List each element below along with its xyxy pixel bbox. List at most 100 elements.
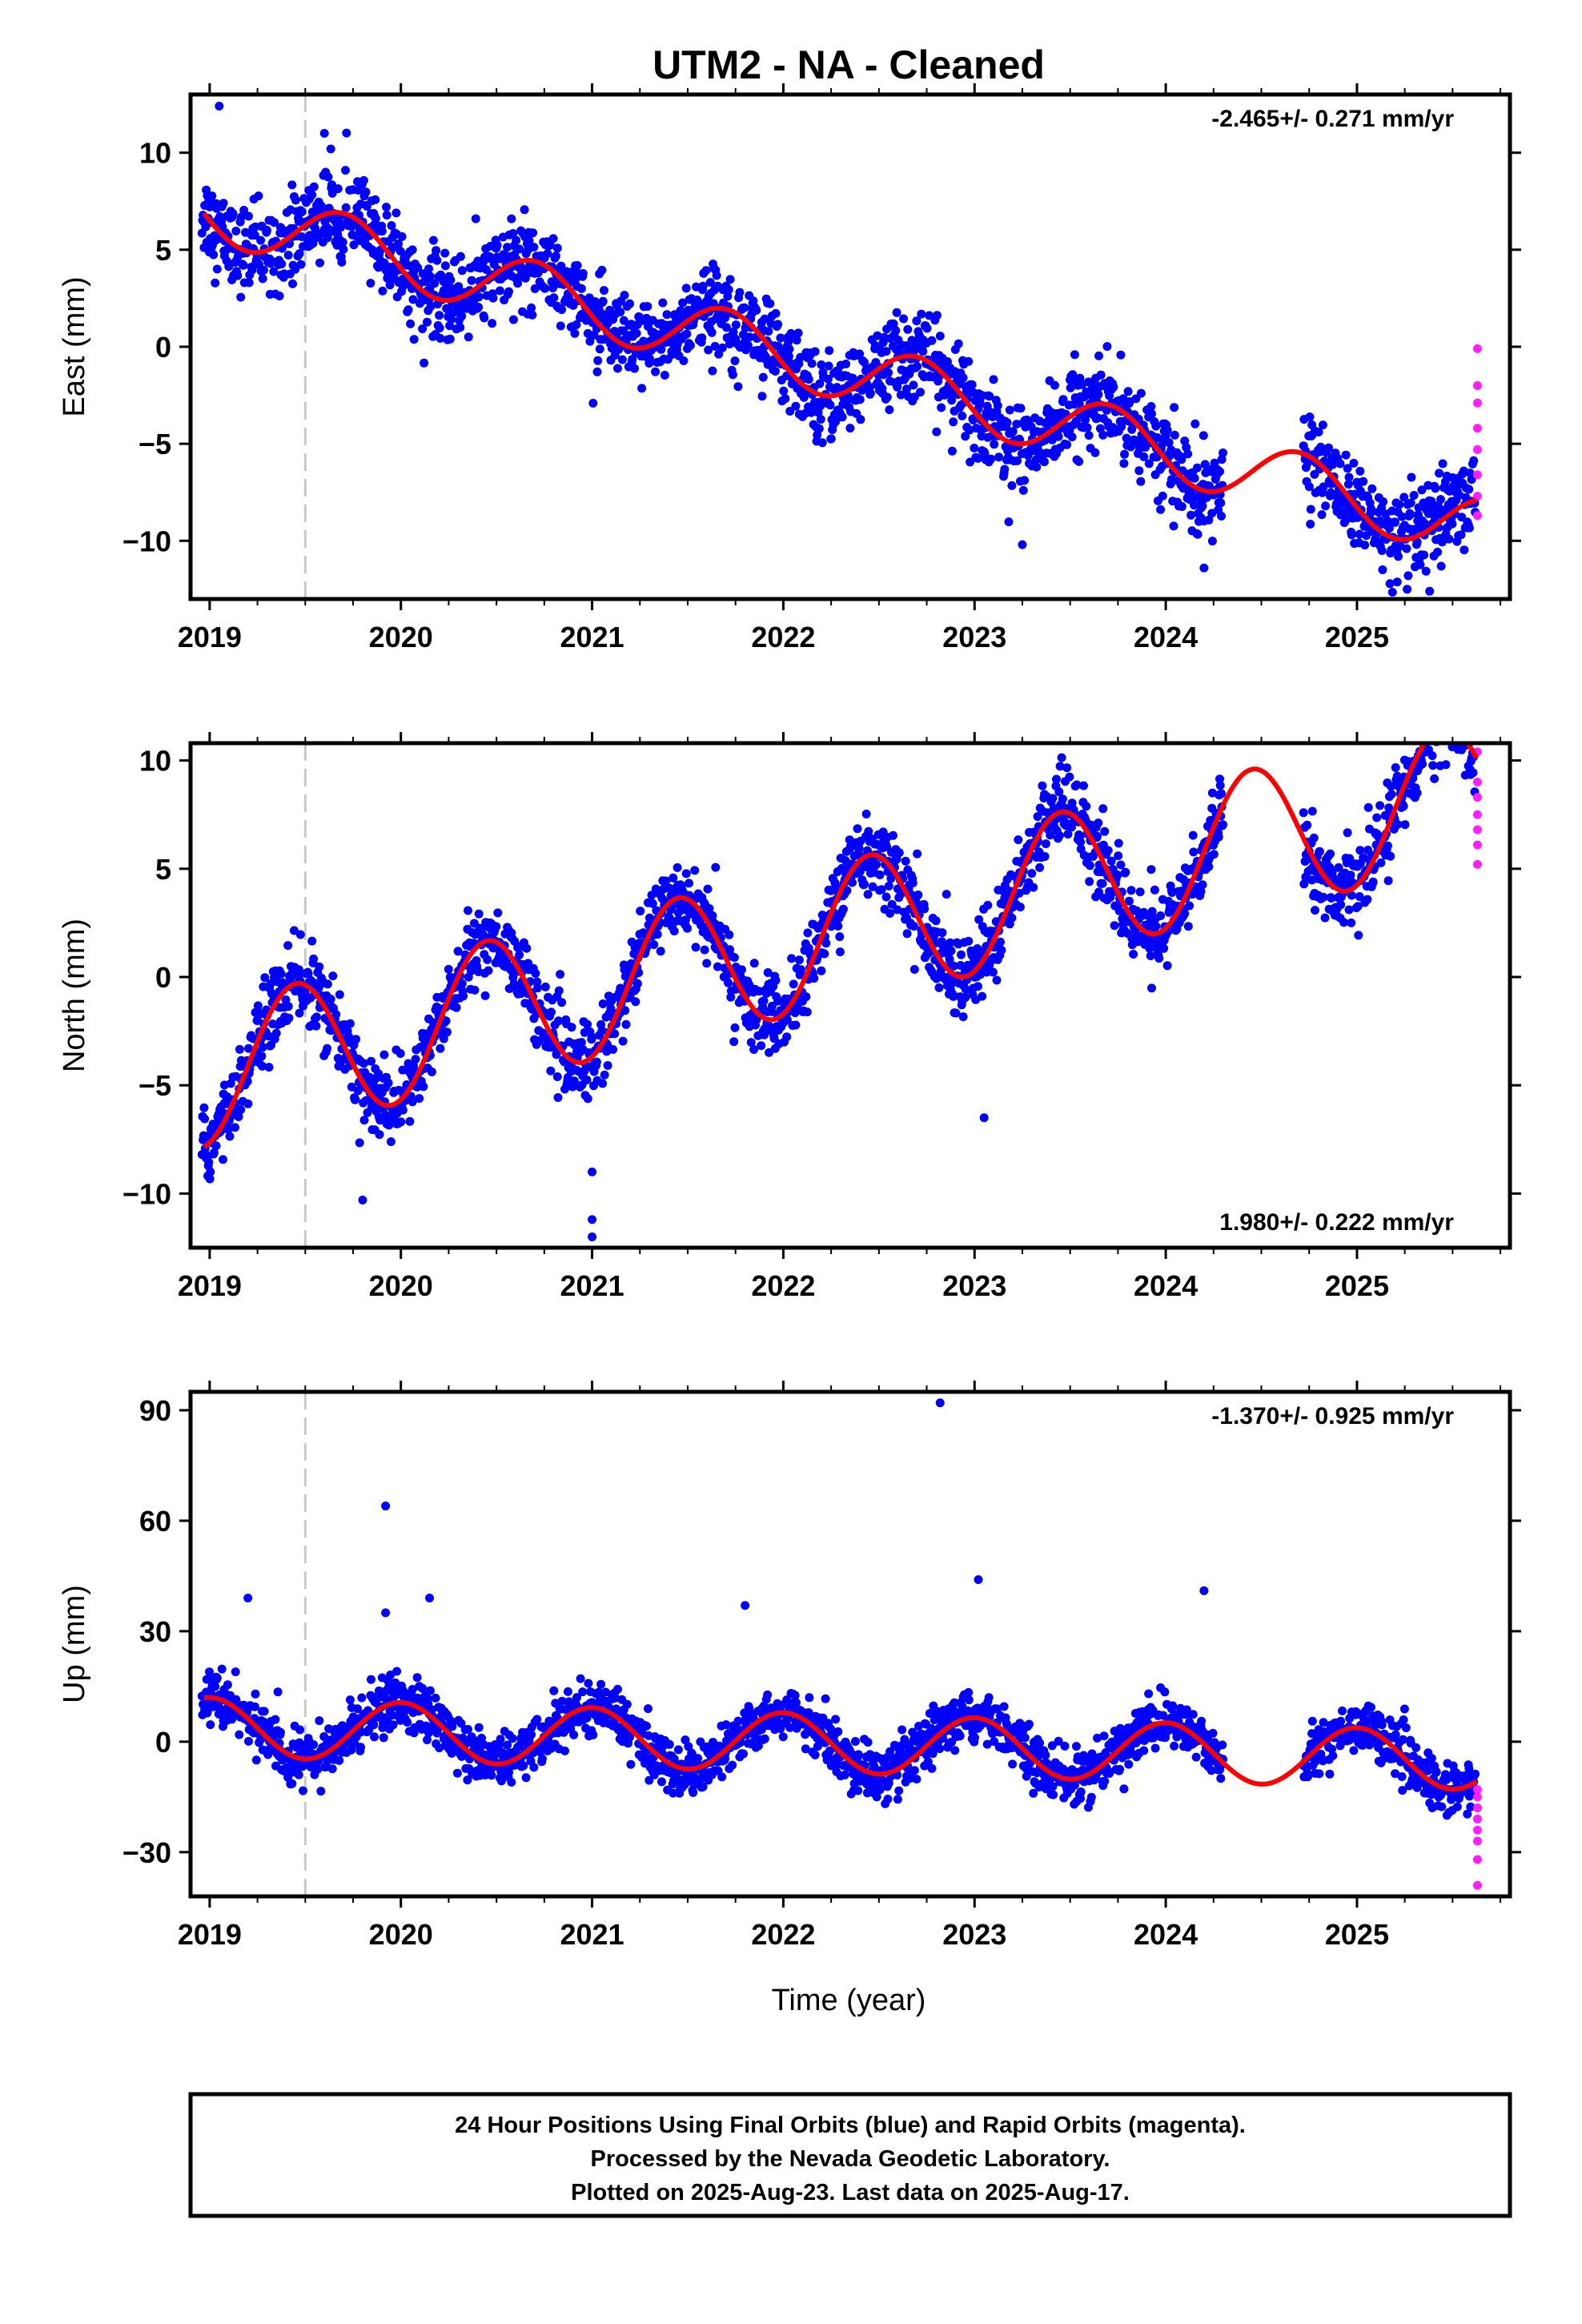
final-orbit-point (794, 955, 804, 965)
final-orbit-point (315, 258, 324, 267)
final-orbit-point (1437, 537, 1447, 547)
final-orbit-point (527, 1730, 536, 1739)
final-orbit-point (961, 985, 970, 995)
outlier-point (1018, 540, 1027, 549)
final-orbit-point (881, 892, 891, 902)
final-orbit-point (207, 191, 217, 201)
final-orbit-point (1054, 787, 1064, 797)
final-orbit-point (1123, 387, 1133, 396)
final-orbit-point (804, 943, 813, 953)
final-orbit-point (231, 1667, 240, 1677)
final-orbit-point (771, 975, 781, 985)
final-orbit-point (988, 967, 998, 977)
final-orbit-point (457, 312, 467, 321)
final-orbit-point (1320, 913, 1330, 923)
final-orbit-point (231, 227, 241, 235)
final-orbit-point (1353, 513, 1362, 522)
final-orbit-point (1005, 405, 1014, 415)
final-orbit-point (1146, 865, 1156, 875)
final-orbit-point (309, 182, 319, 191)
final-orbit-point (291, 195, 300, 205)
final-orbit-point (235, 1044, 244, 1054)
final-orbit-point (456, 251, 465, 261)
final-orbit-point (454, 282, 464, 292)
model-curve (202, 210, 1477, 542)
outlier-point (979, 1113, 989, 1123)
axes-frame (188, 741, 1512, 1250)
final-orbit-point (1082, 423, 1092, 432)
final-orbit-point (289, 926, 299, 935)
final-orbit-point (1217, 455, 1227, 464)
final-orbit-point (569, 1730, 579, 1739)
up-panel: 2019 2020 2021 2022 2023 2024 20259060300−30Up… (58, 1381, 1521, 1951)
final-orbit-point (1076, 838, 1086, 846)
final-orbit-point (247, 265, 257, 275)
final-orbit-point (503, 243, 512, 252)
final-orbit-point (740, 303, 749, 312)
final-orbit-point (621, 1019, 631, 1029)
final-orbit-point (597, 265, 607, 275)
final-orbit-point (729, 328, 738, 337)
final-orbit-point (217, 1664, 227, 1674)
final-orbit-point (1441, 692, 1450, 701)
final-orbit-point (730, 1023, 740, 1032)
final-orbit-point (569, 1076, 579, 1086)
final-orbit-point (690, 866, 700, 875)
x-tick-label: 2020 (369, 621, 433, 653)
final-orbit-point (704, 345, 713, 355)
final-orbit-point (1156, 911, 1166, 920)
y-tick-label: −10 (122, 525, 171, 557)
final-orbit-point (1040, 852, 1050, 861)
final-orbit-point (873, 331, 882, 340)
final-orbit-point (1446, 702, 1455, 711)
final-orbit-point (353, 1704, 362, 1714)
final-orbit-point (848, 878, 857, 887)
final-orbit-point (1431, 722, 1439, 730)
final-orbit-point (712, 271, 721, 280)
final-orbit-point (1204, 862, 1214, 871)
final-orbit-point (269, 267, 279, 276)
final-orbit-point (970, 444, 979, 452)
final-orbit-point (909, 392, 919, 402)
final-orbit-point (1441, 760, 1451, 770)
final-orbit-point (1144, 459, 1154, 468)
final-orbit-point (1145, 943, 1154, 953)
final-orbit-point (776, 333, 785, 343)
final-orbit-point (546, 1066, 556, 1076)
final-orbit-point (896, 390, 905, 400)
final-orbit-point (779, 386, 789, 396)
final-orbit-point (1409, 491, 1419, 500)
final-orbit-point (1055, 762, 1065, 771)
final-orbit-point (408, 1097, 417, 1107)
final-orbit-point (1177, 502, 1186, 511)
final-orbit-point (1170, 430, 1179, 440)
final-orbit-point (947, 396, 957, 405)
final-orbit-point (309, 1740, 319, 1750)
final-orbit-point (831, 417, 841, 427)
final-orbit-point (1450, 734, 1459, 742)
final-orbit-point (357, 1693, 367, 1703)
final-orbit-point (369, 1720, 379, 1730)
final-orbit-point (951, 1008, 961, 1018)
final-orbit-point (219, 1155, 227, 1164)
final-orbit-point (323, 979, 332, 989)
final-orbit-point (631, 997, 640, 1007)
final-orbit-point (386, 1137, 396, 1147)
final-orbit-point (529, 243, 539, 252)
final-orbit-point (1217, 512, 1226, 521)
final-orbit-point (913, 891, 923, 899)
final-orbit-point (351, 1095, 360, 1104)
final-orbit-point (625, 299, 635, 308)
final-orbit-point (524, 236, 534, 246)
final-orbit-point (1429, 723, 1438, 732)
final-orbit-point (912, 316, 921, 326)
final-orbit-point (791, 1020, 801, 1030)
final-orbit-point (918, 347, 928, 356)
final-orbit-point (973, 453, 982, 463)
final-orbit-point (549, 293, 559, 303)
final-orbit-point (765, 1047, 773, 1057)
final-orbit-point (1456, 530, 1466, 540)
final-orbit-point (909, 922, 919, 931)
final-orbit-point (341, 203, 351, 212)
final-orbit-point (528, 228, 538, 238)
